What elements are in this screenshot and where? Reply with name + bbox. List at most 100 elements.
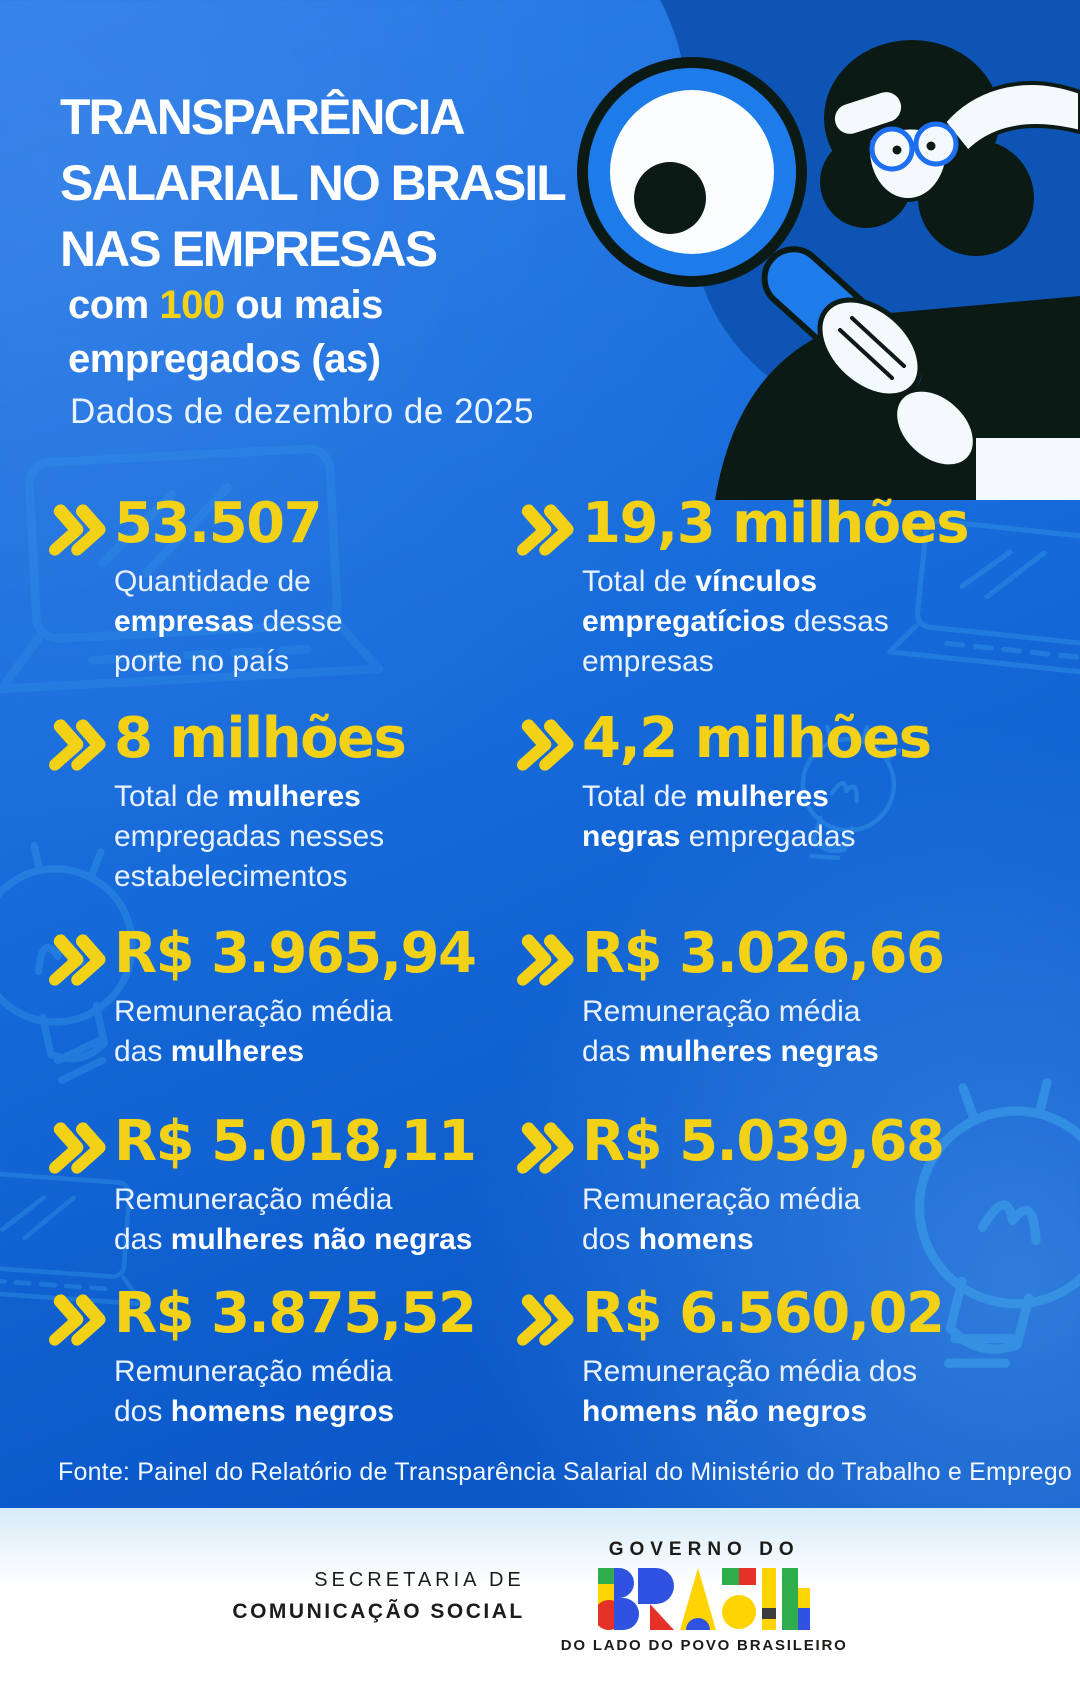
- stat-desc-text: desse porte no país: [114, 605, 343, 678]
- subtitle-line-2: empregados (as): [68, 337, 381, 381]
- double-chevron-icon: [517, 934, 574, 986]
- stat-block: R$ 5.039,68 Remuneração média dos homens: [517, 1109, 945, 1260]
- stat-block: 19,3 milhões Total de vínculos empregatí…: [517, 491, 970, 682]
- title-line-1: TRANSPARÊNCIA: [60, 89, 466, 145]
- stat-body: R$ 3.026,66 Remuneração média das mulher…: [582, 921, 945, 1072]
- stat-value: 4,2 milhões: [582, 706, 932, 771]
- stat-desc: Remuneração média das mulheres não negra…: [114, 1180, 475, 1260]
- stat-value: 19,3 milhões: [582, 491, 970, 556]
- stat-value: R$ 3.875,52: [114, 1281, 477, 1346]
- stat-desc-text: empregadas: [680, 820, 856, 853]
- magnifying-glass-woman-illustration: [577, 0, 1080, 500]
- stat-desc-text: dessas empresas: [582, 605, 889, 678]
- title-line-3: NAS EMPRESAS: [60, 221, 438, 277]
- magnifier: [577, 57, 978, 470]
- stat-block: R$ 6.560,02 Remuneração média dos homens…: [517, 1281, 945, 1432]
- stat-body: R$ 3.965,94 Remuneração média das mulher…: [114, 921, 477, 1072]
- stat-block: R$ 3.965,94 Remuneração média das mulher…: [49, 921, 477, 1072]
- stat-desc: Remuneração média dos homens não negros: [582, 1352, 943, 1432]
- stat-desc-text: Total de: [582, 780, 696, 813]
- double-chevron-icon: [517, 1122, 574, 1174]
- govbr-logo: GOVERNO DO DO LADO DO POV: [561, 1539, 848, 1654]
- glasses-icon: [869, 121, 959, 172]
- stat-desc-text: Remuneração média dos: [582, 1183, 861, 1256]
- stat-value: 53.507: [114, 491, 323, 556]
- stat-desc-bold: homens negros: [170, 1395, 395, 1428]
- stat-value: R$ 3.026,66: [582, 921, 945, 986]
- stat-desc-bold: mulheres: [170, 1035, 305, 1068]
- stat-body: 19,3 milhões Total de vínculos empregatí…: [582, 491, 970, 682]
- subtitle-post: ou mais: [224, 283, 383, 327]
- double-chevron-icon: [517, 1294, 574, 1346]
- date-note: Dados de dezembro de 2025: [70, 392, 534, 431]
- stat-desc-text: Remuneração média dos: [582, 1355, 918, 1388]
- secretariat-line-1: SECRETARIA DE: [314, 1569, 525, 1591]
- stat-value: R$ 5.018,11: [114, 1109, 477, 1174]
- secretariat-line-2: COMUNICAÇÃO SOCIAL: [232, 1600, 525, 1623]
- double-chevron-icon: [517, 719, 574, 771]
- stat-desc: Quantidade de empresas desse porte no pa…: [114, 562, 343, 682]
- title-line-2: SALARIAL NO BRASIL: [60, 155, 567, 211]
- stat-desc-bold: negras: [582, 820, 681, 853]
- stat-body: R$ 5.018,11 Remuneração média das mulher…: [114, 1109, 477, 1260]
- stat-desc-bold: vínculos: [695, 565, 818, 598]
- stat-desc-text: Remuneração média das: [114, 1183, 393, 1256]
- subtitle: com 100 ou mais empregados (as): [68, 278, 383, 386]
- stat-block: R$ 3.875,52 Remuneração média dos homens…: [49, 1281, 477, 1432]
- stat-block: 8 milhões Total de mulheres empregadas n…: [49, 706, 407, 897]
- source-note: Fonte: Painel do Relatório de Transparên…: [58, 1458, 1072, 1486]
- stat-desc: Remuneração média dos homens negros: [114, 1352, 475, 1432]
- govbr-tagline: DO LADO DO POVO BRASILEIRO: [560, 1636, 848, 1654]
- stat-desc: Remuneração média das mulheres: [114, 992, 475, 1072]
- stat-desc-bold: homens não negros: [582, 1395, 868, 1428]
- stat-block: 53.507 Quantidade de empresas desse port…: [49, 494, 343, 682]
- stat-desc-text: Total de: [582, 565, 696, 598]
- stat-desc-bold: mulheres negras: [638, 1035, 879, 1068]
- stat-desc-bold: mulheres: [227, 780, 361, 813]
- stat-value: R$ 5.039,68: [582, 1109, 945, 1174]
- stat-desc: Total de mulheres empregadas nesses esta…: [114, 777, 405, 897]
- govbr-brasil-wordmark: [598, 1567, 811, 1630]
- stat-desc-bold: homens: [638, 1223, 754, 1256]
- stat-desc: Total de vínculos empregatícios dessas e…: [582, 562, 968, 682]
- double-chevron-icon: [517, 504, 574, 556]
- magnifier-pupil: [634, 162, 706, 234]
- stat-desc-text: Total de: [114, 780, 228, 813]
- stat-desc: Remuneração média dos homens: [582, 1180, 943, 1260]
- stat-desc-bold: mulheres: [695, 780, 829, 813]
- stat-desc-text: Remuneração média das: [582, 995, 861, 1068]
- stat-block: 4,2 milhões Total de mulheres negras emp…: [517, 706, 932, 857]
- stat-desc-bold: empregatícios: [582, 605, 786, 638]
- stat-body: 4,2 milhões Total de mulheres negras emp…: [582, 706, 932, 857]
- double-chevron-icon: [49, 504, 106, 556]
- secretariat-block: SECRETARIA DE COMUNICAÇÃO SOCIAL: [232, 1564, 524, 1628]
- stat-body: 8 milhões Total de mulheres empregadas n…: [114, 706, 407, 897]
- stat-desc: Total de mulheres negras empregadas: [582, 777, 931, 857]
- stat-block: R$ 5.018,11 Remuneração média das mulher…: [49, 1109, 477, 1260]
- govbr-top-text: GOVERNO DO: [608, 1538, 800, 1560]
- stat-body: R$ 5.039,68 Remuneração média dos homens: [582, 1109, 945, 1260]
- footer: SECRETARIA DE COMUNICAÇÃO SOCIAL GOVERNO…: [0, 1508, 1080, 1684]
- stat-block: R$ 3.026,66 Remuneração média das mulher…: [517, 921, 945, 1072]
- page-title: TRANSPARÊNCIA SALARIAL NO BRASIL NAS EMP…: [60, 84, 567, 282]
- stat-body: 53.507 Quantidade de empresas desse port…: [114, 494, 343, 682]
- stat-desc: Remuneração média das mulheres negras: [582, 992, 943, 1072]
- double-chevron-icon: [49, 719, 106, 771]
- stat-body: R$ 3.875,52 Remuneração média dos homens…: [114, 1281, 477, 1432]
- double-chevron-icon: [49, 934, 106, 986]
- stat-body: R$ 6.560,02 Remuneração média dos homens…: [582, 1281, 945, 1432]
- stat-desc-bold: empresas: [114, 605, 255, 638]
- subtitle-highlight: 100: [159, 283, 225, 327]
- stat-desc-text: empregadas nesses estabelecimentos: [114, 820, 385, 893]
- stat-value: 8 milhões: [114, 706, 407, 771]
- subtitle-line-1: com 100 ou mais: [68, 278, 383, 332]
- stat-value: R$ 6.560,02: [582, 1281, 945, 1346]
- stat-desc-text: Quantidade de: [114, 565, 311, 598]
- double-chevron-icon: [49, 1122, 106, 1174]
- stat-desc-text: Remuneração média das: [114, 995, 393, 1068]
- stat-desc-bold: mulheres não negras: [170, 1223, 473, 1256]
- double-chevron-icon: [49, 1294, 106, 1346]
- subtitle-pre: com: [68, 283, 160, 327]
- stat-value: R$ 3.965,94: [114, 921, 477, 986]
